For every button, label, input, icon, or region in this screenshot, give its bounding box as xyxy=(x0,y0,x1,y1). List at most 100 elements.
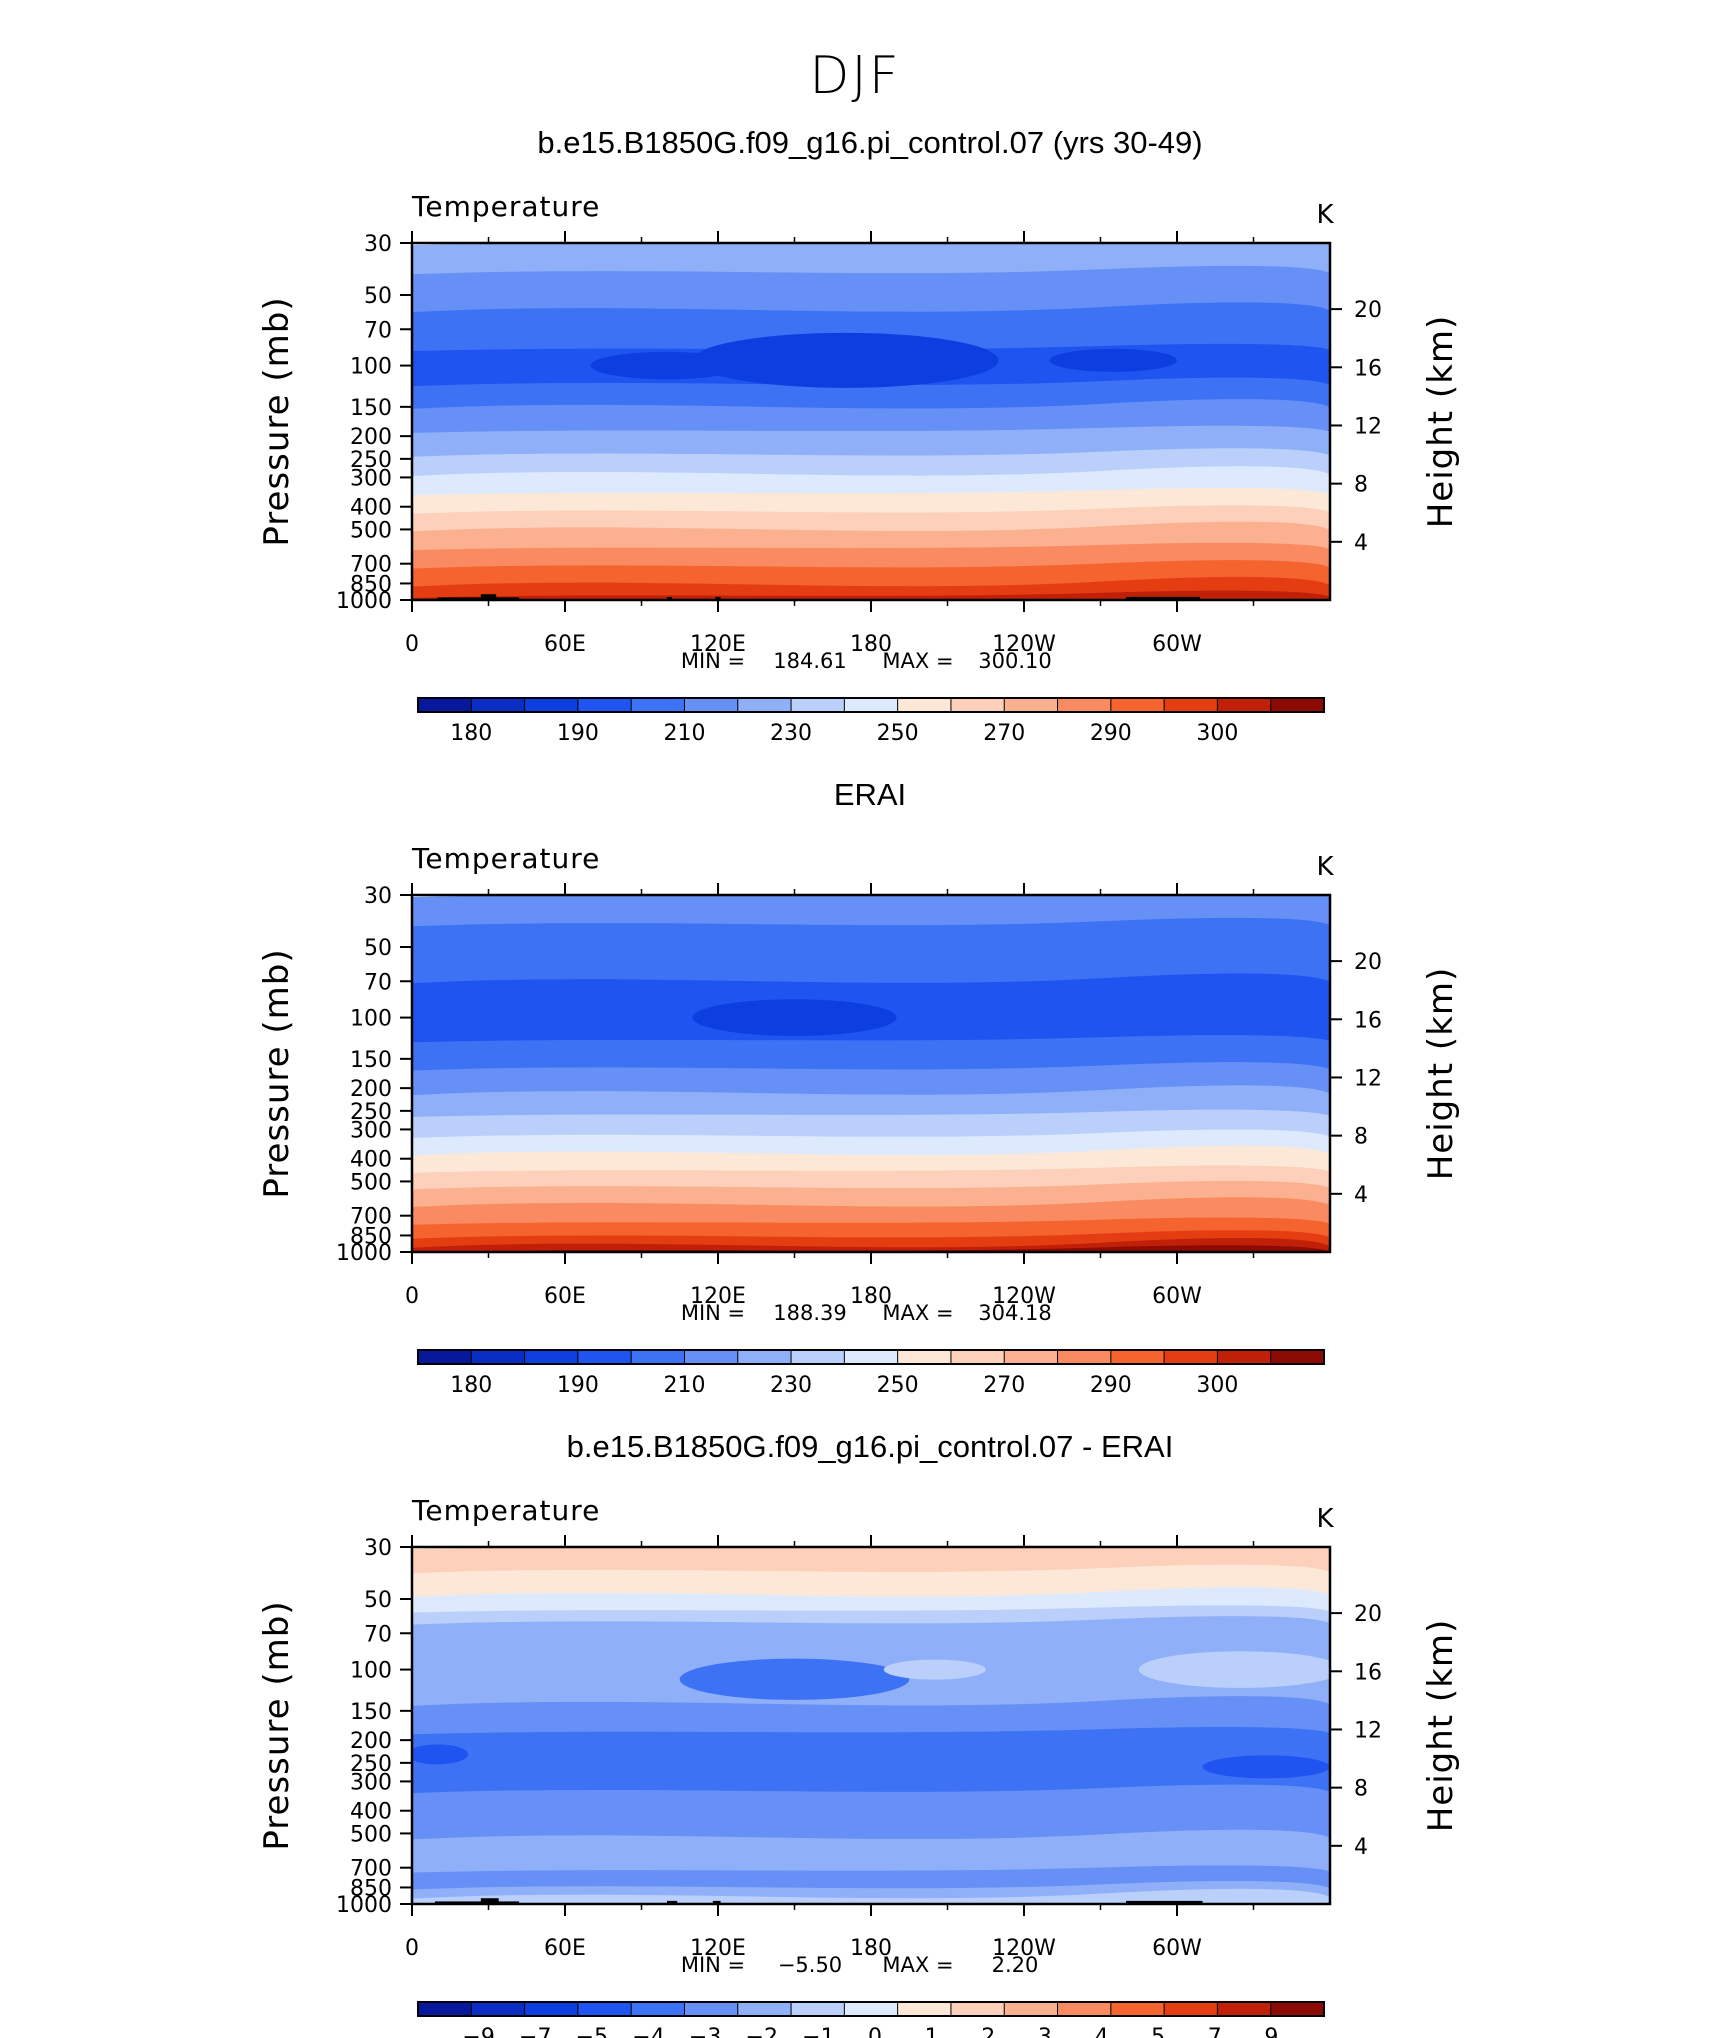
colorbar-swatch xyxy=(897,697,952,713)
colorbar-swatch xyxy=(897,2001,952,2017)
colorbar-swatch xyxy=(950,2001,1006,2017)
topography-block xyxy=(480,594,497,600)
y-tick-label: 30 xyxy=(364,1536,392,1561)
y-tick-label: 150 xyxy=(350,1700,392,1725)
y2-tick-label: 16 xyxy=(1354,1660,1382,1685)
max-label: MAX = xyxy=(882,1953,953,1977)
y-tick-label: 700 xyxy=(350,1857,392,1882)
y2-tick-label: 20 xyxy=(1354,1602,1382,1627)
colorbar-label: −4 xyxy=(632,2025,664,2038)
colorbar-swatch xyxy=(1216,2001,1272,2017)
colorbar-swatch xyxy=(577,697,633,713)
colorbar-label: 290 xyxy=(1090,721,1132,746)
min-value: −5.50 xyxy=(778,1953,842,1977)
y-tick-label: 50 xyxy=(364,1588,392,1613)
min-label: MIN = xyxy=(681,649,745,673)
colorbar-swatch xyxy=(417,2001,473,2017)
y-tick-label: 50 xyxy=(364,936,392,961)
y-tick-label: 400 xyxy=(350,1148,392,1173)
x-tick-label: 120E xyxy=(690,1284,746,1309)
colorbar-swatch xyxy=(950,1349,1006,1365)
colorbar-label: 210 xyxy=(663,721,705,746)
max-label: MAX = xyxy=(882,649,953,673)
y-tick-label: 400 xyxy=(350,496,392,521)
colorbar-label: 180 xyxy=(450,1373,492,1398)
y-tick-label: 1000 xyxy=(336,1241,392,1266)
y-tick-label: 300 xyxy=(350,1118,392,1143)
colorbar-swatch xyxy=(417,1349,473,1365)
colorbar-label: 230 xyxy=(770,721,812,746)
colorbar-label: −3 xyxy=(689,2025,721,2038)
colorbar-swatch xyxy=(1057,697,1112,713)
x-tick-label: 180 xyxy=(850,1284,892,1309)
y-tick-label: 250 xyxy=(350,1100,392,1125)
colorbar-label: 5 xyxy=(1151,2025,1165,2038)
x-tick-label: 60W xyxy=(1152,1284,1202,1309)
colorbar-frame xyxy=(417,2001,1325,2017)
colorbar-swatch xyxy=(1057,2001,1112,2017)
y-tick-label: 150 xyxy=(350,1048,392,1073)
y-tick-label: 850 xyxy=(350,572,392,597)
colorbar-label: 300 xyxy=(1196,1373,1238,1398)
colorbar-label: 300 xyxy=(1196,721,1238,746)
colorbar-label: 270 xyxy=(983,1373,1025,1398)
x-tick-label: 120E xyxy=(690,1936,746,1961)
y-tick-label: 700 xyxy=(350,553,392,578)
colorbar-label: 290 xyxy=(1090,1373,1132,1398)
y-tick-label: 500 xyxy=(350,1822,392,1847)
colorbar-swatch xyxy=(1216,1349,1272,1365)
y-tick-label: 50 xyxy=(364,284,392,309)
colorbar-swatch xyxy=(950,697,1006,713)
colorbar-label: 9 xyxy=(1264,2025,1278,2038)
colorbar-swatch xyxy=(1003,697,1059,713)
topography-block xyxy=(437,597,520,600)
panel-title: ERAI xyxy=(834,777,906,812)
colorbar-label: 210 xyxy=(663,1373,705,1398)
contour-feature xyxy=(692,999,897,1036)
colorbar-swatch xyxy=(630,1349,686,1365)
y-tick-label: 70 xyxy=(364,1622,392,1647)
colorbar-label: −2 xyxy=(746,2025,778,2038)
colorbar-label: 1 xyxy=(925,2025,939,2038)
topography-block xyxy=(715,596,721,600)
colorbar-swatch xyxy=(1110,697,1166,713)
topography-block xyxy=(1126,1900,1203,1904)
min-label: MIN = xyxy=(681,1953,745,1977)
colorbar-swatch xyxy=(630,697,686,713)
contour-band xyxy=(412,590,1330,600)
y-axis-title: Pressure (mb) xyxy=(257,948,297,1198)
x-tick-label: 60E xyxy=(544,1284,586,1309)
colorbar-swatch xyxy=(843,2001,899,2017)
y-tick-label: 850 xyxy=(350,1876,392,1901)
y2-tick-label: 8 xyxy=(1354,1125,1368,1150)
colorbar-swatch xyxy=(630,2001,686,2017)
max-label: MAX = xyxy=(882,1301,953,1325)
x-tick-label: 120E xyxy=(690,632,746,657)
x-tick-label: 180 xyxy=(850,1936,892,1961)
colorbar-label: −7 xyxy=(519,2025,551,2038)
x-tick-label: 120W xyxy=(992,1284,1056,1309)
y-tick-label: 100 xyxy=(350,1007,392,1032)
contour-feature xyxy=(590,351,744,380)
colorbar-swatch xyxy=(737,1349,793,1365)
colorbar-swatch xyxy=(577,2001,633,2017)
colorbar-swatch xyxy=(1110,1349,1166,1365)
y-tick-label: 30 xyxy=(364,232,392,257)
colorbar-label: 250 xyxy=(877,721,919,746)
contour-field xyxy=(412,895,1330,1252)
colorbar-swatch xyxy=(524,2001,579,2017)
y2-tick-label: 12 xyxy=(1354,1066,1382,1091)
colorbar-label: 190 xyxy=(557,721,599,746)
units-label: K xyxy=(1316,200,1334,230)
colorbar-label: 7 xyxy=(1208,2025,1222,2038)
colorbar-label: −5 xyxy=(576,2025,608,2038)
y2-tick-label: 20 xyxy=(1354,950,1382,975)
colorbar-label: −1 xyxy=(802,2025,834,2038)
contour-feature xyxy=(883,1659,986,1680)
y2-axis-title: Height (km) xyxy=(1421,1619,1461,1833)
colorbar-swatch xyxy=(683,2001,739,2017)
topography-block xyxy=(667,1900,678,1904)
y-tick-label: 200 xyxy=(350,1077,392,1102)
y-tick-label: 200 xyxy=(350,1729,392,1754)
colorbar-swatch xyxy=(737,2001,793,2017)
